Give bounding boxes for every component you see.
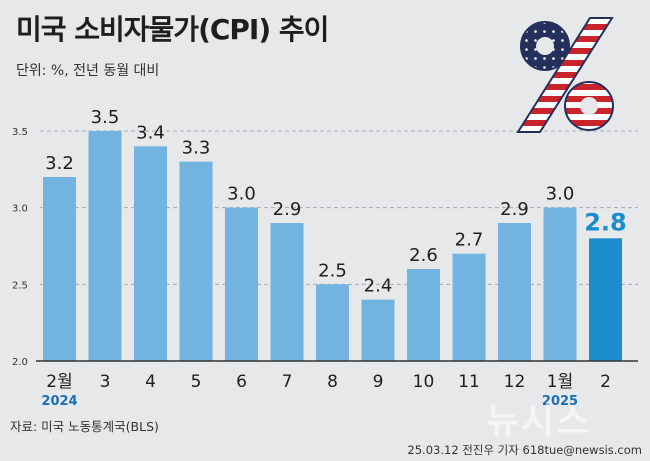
x-tick-label-8: 10 xyxy=(413,372,435,392)
newsis-logo: 뉴시스 xyxy=(486,401,592,442)
x-tick-label-0: 2월 xyxy=(46,372,72,392)
x-tick-label-7: 9 xyxy=(373,372,384,392)
x-tick-label-2: 4 xyxy=(145,372,156,392)
data-label-8: 2.6 xyxy=(409,245,438,266)
x-tick-label-1: 3 xyxy=(100,372,111,392)
year-label: 2024 xyxy=(41,394,77,409)
bar-4 xyxy=(225,207,258,361)
bar-5 xyxy=(270,223,304,361)
bar-1 xyxy=(88,131,122,361)
y-tick-label: 2.5 xyxy=(12,280,28,291)
bar-8 xyxy=(407,269,440,361)
x-tick-label-10: 12 xyxy=(504,372,526,392)
data-label-4: 3.0 xyxy=(227,184,256,205)
data-label-7: 2.4 xyxy=(364,276,393,297)
bar-7 xyxy=(361,299,395,361)
bar-0 xyxy=(43,177,76,361)
bar-12 xyxy=(589,238,622,361)
chart-title: 미국 소비자물가(CPI) 추이 xyxy=(16,13,329,46)
x-tick-label-4: 6 xyxy=(236,372,247,392)
x-tick-label-6: 8 xyxy=(327,372,338,392)
data-label-3: 3.3 xyxy=(182,138,211,159)
x-tick-label-12: 2 xyxy=(600,372,611,392)
data-label-6: 2.5 xyxy=(318,260,347,281)
data-label-2: 3.4 xyxy=(136,122,165,143)
source-note: 자료: 미국 노동통계국(BLS) xyxy=(10,419,159,434)
data-label-1: 3.5 xyxy=(91,107,120,128)
data-label-11: 3.0 xyxy=(546,184,575,205)
bar-11 xyxy=(543,207,577,361)
x-tick-label-3: 5 xyxy=(191,372,202,392)
bar-9 xyxy=(452,253,486,361)
data-label-0: 3.2 xyxy=(45,153,74,174)
year-label: 2025 xyxy=(542,394,578,409)
x-tick-label-5: 7 xyxy=(282,372,293,392)
data-label-5: 2.9 xyxy=(273,199,302,220)
data-label-12: 2.8 xyxy=(584,208,627,236)
x-tick-label-11: 1월 xyxy=(547,372,573,392)
x-tick-label-9: 11 xyxy=(458,372,480,392)
bar-2 xyxy=(134,146,167,361)
unit-label: 단위: %, 전년 동월 대비 xyxy=(16,63,160,79)
data-label-9: 2.7 xyxy=(455,230,484,251)
bar-3 xyxy=(179,161,213,361)
y-tick-label: 3.0 xyxy=(12,204,28,215)
bar-10 xyxy=(498,223,531,361)
bar-6 xyxy=(316,284,349,361)
y-tick-label: 2.0 xyxy=(12,357,28,368)
us-flag-percent-icon xyxy=(516,17,614,133)
credit-line: 25.03.12 전진우 기자 618tue@newsis.com xyxy=(407,443,642,457)
data-label-10: 2.9 xyxy=(500,199,529,220)
y-tick-label: 3.5 xyxy=(12,127,28,138)
